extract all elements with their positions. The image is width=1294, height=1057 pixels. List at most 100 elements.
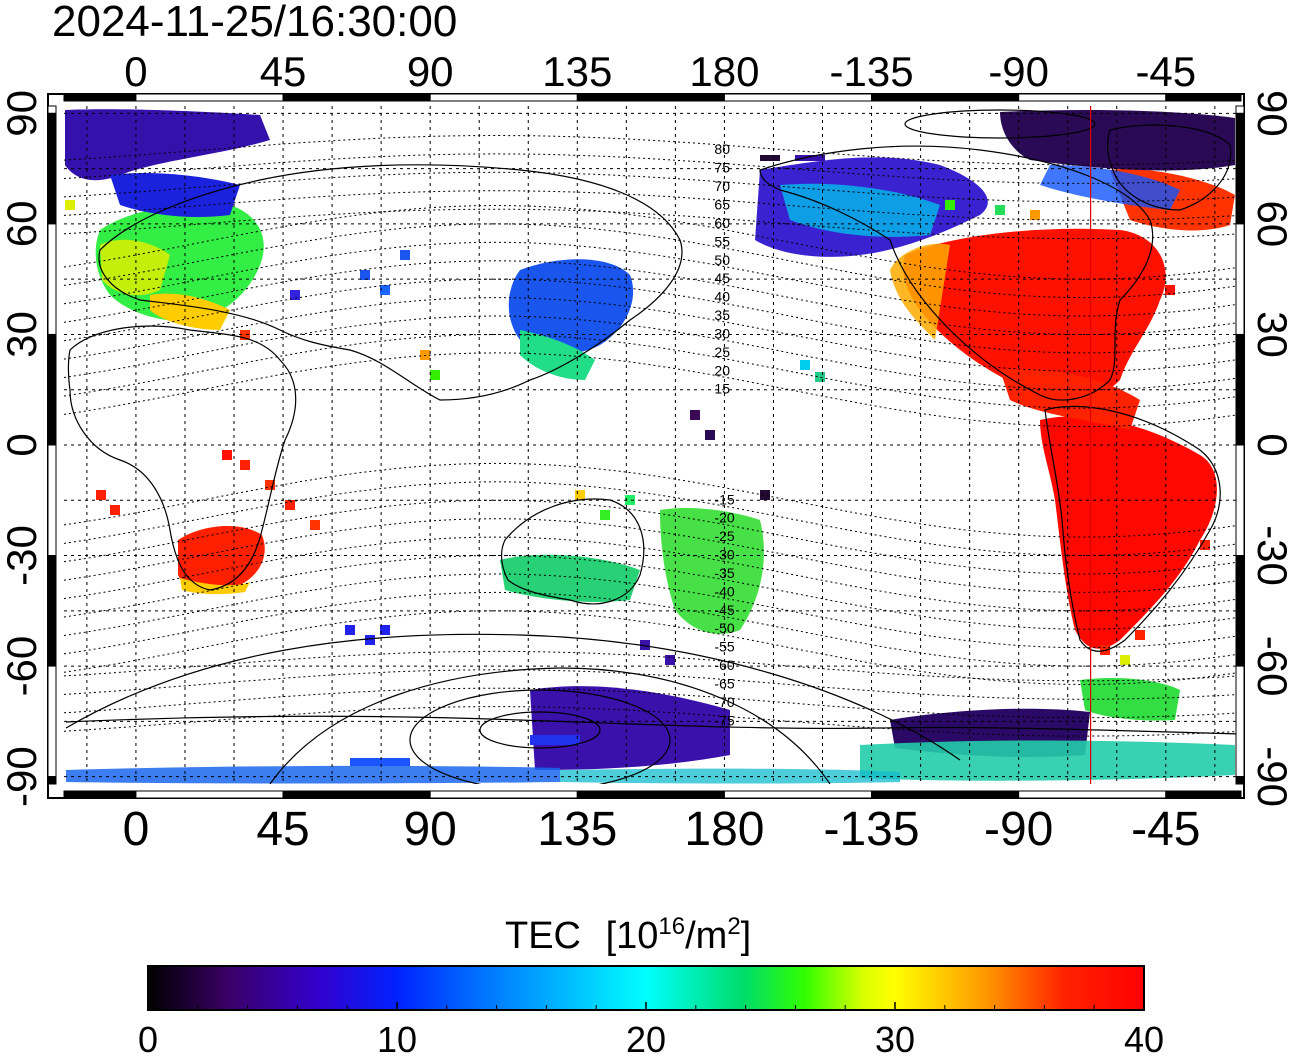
magnetic-latitude-contour [64,610,1241,686]
bottom-longitude-labels: 0 45 90 135 180 -135 -90 -45 [123,803,1201,856]
magnetic-latitude-contour [64,278,1241,354]
magnetic-latitude-label: -15 [714,491,734,507]
axis-bars [47,93,1245,799]
left-latitude-label: 60 [0,201,45,248]
right-latitude-label: 90 [1249,90,1294,137]
magnetic-latitude-label: -50 [714,620,734,636]
magnetic-latitude-label: -70 [714,694,734,710]
bottom-longitude-label: 45 [256,803,309,856]
contour-south-pole-mid [409,689,671,784]
magnetic-latitude-contour [64,536,1241,612]
axis-bar-left-segment [47,223,57,335]
axis-bar-bottom-segment [1165,790,1242,799]
axis-bar-bottom-segment [63,790,137,799]
magnetic-latitude-contour [64,650,1241,682]
axis-bar-top-segment [429,93,578,102]
magnetic-latitude-contour [64,591,1241,667]
axis-bar-left-segment [47,444,57,557]
left-latitude-label: -90 [0,746,45,807]
axis-bar-top-segment [871,93,1020,102]
coast-greenland [1106,124,1232,211]
top-longitude-label: -135 [830,48,914,95]
axis-bar-top-segment [135,93,284,102]
magnetic-latitude-label: 45 [714,270,730,286]
tec-patch-southern-band [66,765,560,784]
right-latitude-label: 60 [1249,201,1294,248]
magnetic-latitude-label: -20 [714,510,734,526]
top-longitude-label: 45 [260,48,307,95]
left-latitude-labels: 90 60 30 0 -30 -60 -90 [0,90,45,807]
bottom-longitude-label: 0 [123,803,150,856]
magnetic-latitude-label: -65 [714,676,734,692]
magnetic-latitude-contour [64,669,1241,700]
axis-bar-top-segment [282,93,431,102]
axis-bar-bottom-segment [871,790,1020,799]
colorbar-tick-label: 0 [138,1019,158,1057]
magnetic-latitude-contour [64,481,1241,557]
tec-patch-antarctic-purple [530,686,730,770]
axis-bar-right-segment [1235,105,1245,114]
magnetic-latitude-contour [64,315,1241,391]
magnetic-latitude-label: -55 [714,639,734,655]
magnetic-latitude-label: 25 [714,344,730,360]
axis-bar-left-segment [47,555,57,667]
magnetic-latitude-label: 80 [714,141,730,157]
magnetic-latitude-label: 15 [714,381,730,397]
graticule [64,106,1241,784]
bottom-longitude-label: 90 [403,803,456,856]
magnetic-latitude-contour [64,153,1241,184]
magnetic-latitude-label: -30 [714,547,734,563]
magnetic-latitude-label: 65 [714,196,730,212]
axis-bar-bottom-segment [1018,790,1167,799]
tec-patch-southern-band-east [560,768,900,784]
tec-patch-east-asia-green [520,330,595,380]
bottom-longitude-label: -45 [1131,803,1200,856]
colorbar-tick-label: 10 [377,1019,417,1057]
axis-bar-right-segment [1235,223,1245,335]
tec-patch-scandinavia [65,109,270,181]
magnetic-latitude-label: 50 [714,252,730,268]
axis-bar-left-segment [47,333,57,446]
magnetic-latitude-label: -60 [714,657,734,673]
solid-contours [65,109,1096,784]
colorbar-title: TEC [1016/m2] [505,913,751,957]
magnetic-latitude-contour [64,352,1241,428]
left-latitude-label: 30 [0,311,45,358]
magnetic-latitude-contour [64,333,1241,409]
top-longitude-label: 0 [124,48,147,95]
top-longitude-labels: 0 45 90 135 180 -135 -90 -45 [124,48,1196,95]
magnetic-latitude-label: 20 [714,362,730,378]
axis-bar-left-segment [47,112,57,225]
magnetic-latitude-contour [64,134,1241,166]
axis-bar-top-segment [723,93,873,102]
bottom-longitude-label: -135 [824,803,920,856]
colorbar-tick-label: 30 [875,1019,915,1057]
magnetic-latitude-contour [64,554,1241,630]
magnetic-latitude-label: -75 [714,712,734,728]
right-latitude-labels: 90 60 30 0 -30 -60 -90 [1249,90,1294,807]
magnetic-latitude-contour [64,499,1241,575]
tec-patch-south-america [1040,416,1217,649]
axis-bar-right-segment [1235,333,1245,446]
left-latitude-label: -60 [0,636,45,697]
magnetic-latitude-contour [64,573,1241,649]
magnetic-latitude-label: -35 [714,565,734,581]
axis-bar-top-segment [576,93,725,102]
bottom-longitude-label: -90 [984,803,1053,856]
top-longitude-label: 90 [407,48,454,95]
tec-patch-new-zealand [660,508,764,634]
axis-bar-top-segment [1018,93,1167,102]
left-latitude-label: 90 [0,90,45,137]
contour-south-pole-inner [479,711,601,749]
coast-south-america [1044,405,1221,652]
colorbar-ticks: 0 10 20 30 40 [138,1002,1164,1057]
magnetic-latitude-contour [64,462,1241,538]
axis-bar-right-segment [1235,444,1245,557]
bottom-longitude-label: 135 [537,803,617,856]
top-longitude-label: 180 [689,48,759,95]
contour-south-arc-2 [65,633,961,761]
axis-bar-bottom-segment [282,790,431,799]
magnetic-latitude-label: 40 [714,289,730,305]
colorbar-tick-label: 20 [626,1019,666,1057]
